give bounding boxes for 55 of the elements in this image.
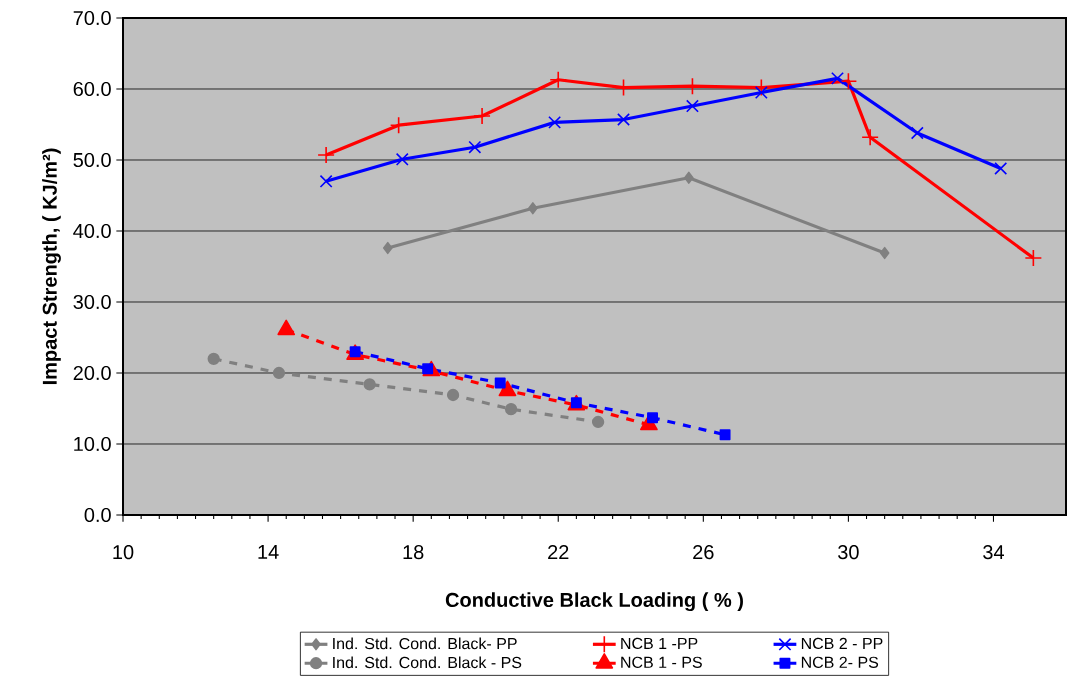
point [319, 174, 333, 188]
point [389, 116, 408, 135]
x-tick-label: 10 [113, 545, 134, 560]
point [207, 352, 220, 365]
point [446, 388, 460, 402]
point [831, 71, 844, 85]
y-tick-label: 60.0 [73, 81, 111, 97]
y-tick-label: 30.0 [73, 294, 111, 310]
point [1024, 249, 1043, 267]
x-tick-label: 22 [548, 545, 569, 559]
x-tick-label: 18 [403, 545, 424, 560]
x-axis-title: Conductive Black Loading ( % ) [445, 592, 743, 612]
point [549, 70, 568, 89]
point [910, 126, 924, 140]
y-tick-label: 50.0 [73, 152, 111, 168]
point [528, 202, 538, 215]
legend-label: NCB 2 - PP [801, 637, 883, 650]
y-tick-label: 70.0 [73, 10, 111, 26]
x-tick-label: 30 [838, 545, 859, 560]
point [494, 377, 506, 389]
point [647, 412, 658, 424]
point [422, 363, 434, 375]
point [548, 115, 562, 129]
point [317, 146, 335, 164]
y-axis-title: Impact Strength, ( KJ/m²) [42, 148, 61, 385]
point [994, 162, 1008, 175]
point [839, 72, 858, 90]
point [468, 140, 482, 154]
legend-label: NCB 2- PS [801, 656, 879, 668]
point [684, 171, 694, 184]
point [617, 113, 630, 126]
point [504, 403, 518, 416]
point [861, 128, 879, 147]
x-tick-label: 14 [258, 545, 279, 559]
point [719, 429, 731, 441]
legend-label: Ind. Std. Cond. Black- PP [333, 637, 517, 650]
y-tick-label: 0.0 [84, 507, 111, 523]
point [754, 86, 768, 99]
point [592, 415, 605, 429]
x-tick-label: 26 [693, 545, 714, 560]
y-tick-label: 40.0 [73, 223, 111, 239]
point [382, 241, 393, 255]
legend-label: Ind. Std. Cond. Black - PS [333, 656, 522, 669]
point [473, 107, 491, 125]
point [395, 152, 409, 166]
point [685, 99, 699, 113]
x-tick-label: 34 [983, 545, 1004, 560]
y-tick-label: 10.0 [74, 436, 111, 452]
point [272, 366, 286, 380]
point [363, 378, 376, 391]
legend-label: NCB 1 - PS [621, 656, 702, 668]
y-tick-label: 20.0 [73, 365, 111, 381]
point [879, 246, 890, 260]
point [570, 397, 582, 409]
legend-label: NCB 1 -PP [621, 637, 698, 650]
